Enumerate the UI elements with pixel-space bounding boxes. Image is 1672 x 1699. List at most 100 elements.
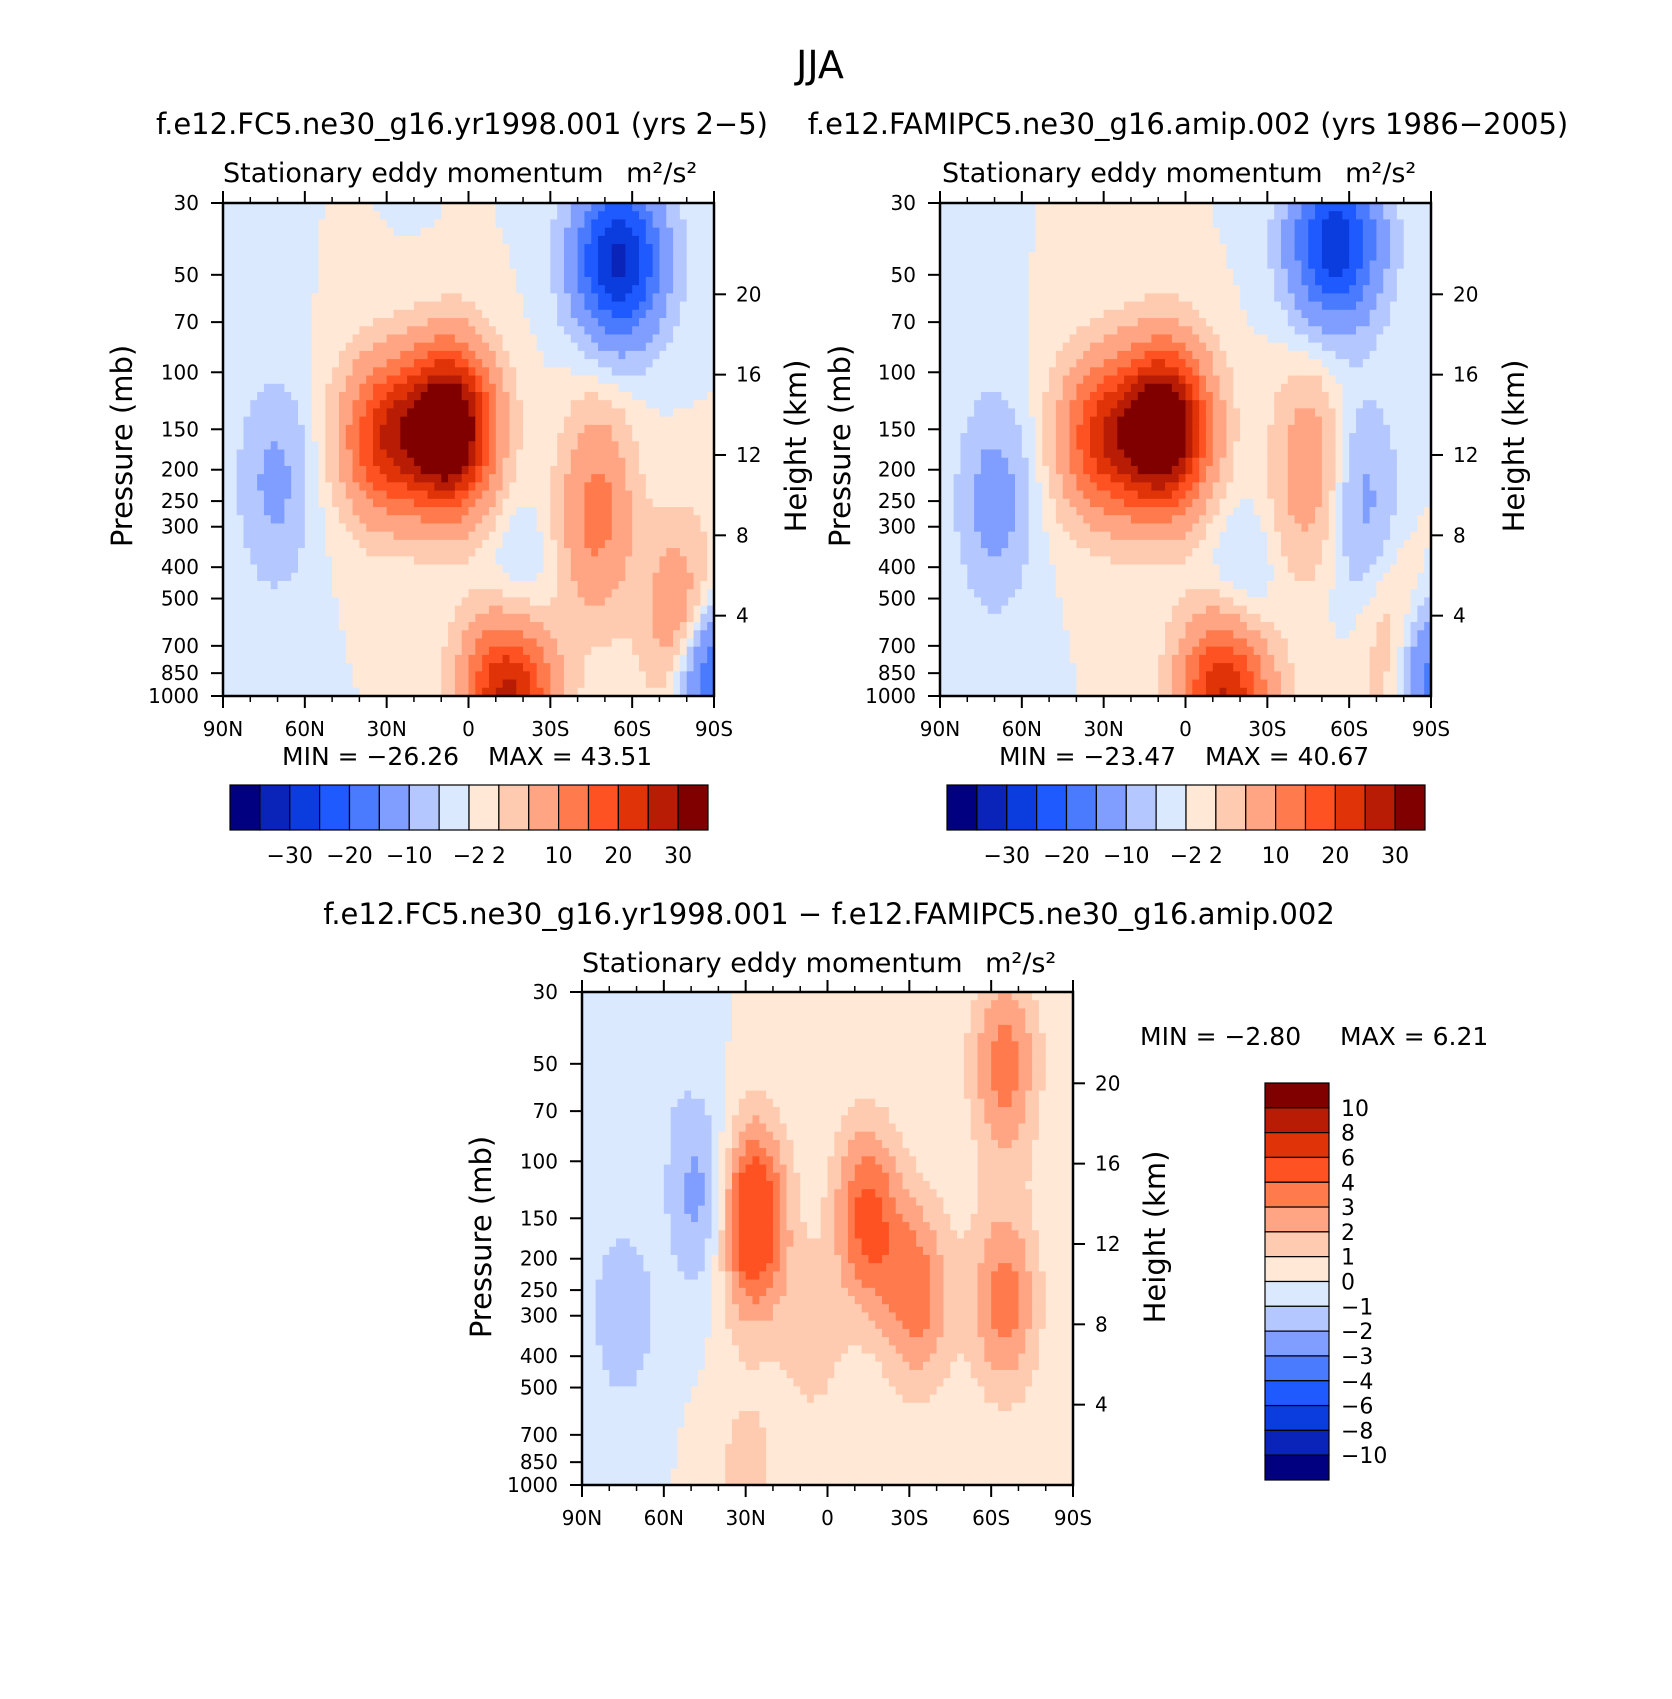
field-cell <box>291 408 299 418</box>
field-cell <box>591 276 599 286</box>
field-cell <box>482 359 490 368</box>
field-cell <box>454 564 463 574</box>
field-cell <box>1315 227 1323 237</box>
field-cell <box>495 515 504 525</box>
field-cell <box>400 424 408 434</box>
field-cell <box>686 408 695 418</box>
field-cell <box>598 622 606 631</box>
field-cell <box>693 424 701 434</box>
field-cell <box>461 597 470 607</box>
field-cell <box>386 342 395 352</box>
field-cell <box>591 309 599 319</box>
field-cell <box>311 301 320 311</box>
field-cell <box>577 293 586 303</box>
field-cell <box>584 235 592 245</box>
field-cell <box>427 342 435 352</box>
field-cell <box>345 613 354 623</box>
field-cell <box>1328 252 1337 262</box>
field-cell <box>482 474 490 483</box>
field-cell <box>379 663 388 672</box>
field-cell <box>666 630 674 640</box>
field-cell <box>400 301 408 311</box>
field-cell <box>482 498 490 508</box>
field-cell <box>468 301 476 311</box>
field-cell <box>427 671 435 681</box>
field-cell <box>509 605 517 615</box>
field-cell <box>229 252 238 262</box>
field-cell <box>666 367 674 377</box>
field-cell <box>427 638 435 648</box>
field-cell <box>974 227 982 237</box>
field-cell <box>332 244 340 253</box>
field-cell <box>345 408 354 418</box>
field-cell <box>516 383 524 393</box>
field-cell <box>1219 211 1228 221</box>
field-cell <box>611 235 620 245</box>
field-cell <box>666 679 674 689</box>
field-cell <box>659 687 667 697</box>
field-cell <box>516 671 524 681</box>
field-cell <box>379 276 388 286</box>
field-cell <box>707 523 715 533</box>
field-cell <box>311 424 320 434</box>
field-cell <box>604 235 613 245</box>
field-cell <box>686 433 695 442</box>
field-cell <box>488 687 497 697</box>
field-cell <box>393 227 401 237</box>
field-cell <box>679 539 688 549</box>
field-cell <box>550 293 558 303</box>
field-cell <box>243 663 251 672</box>
field-cell <box>693 350 701 360</box>
field-cell <box>359 203 367 212</box>
field-cell <box>1049 219 1057 229</box>
field-cell <box>509 474 517 483</box>
field-cell <box>379 367 388 377</box>
field-cell <box>1390 235 1398 245</box>
field-cell <box>482 687 490 697</box>
field-cell <box>1151 235 1159 245</box>
field-cell <box>1328 219 1337 229</box>
field-cell <box>468 252 476 262</box>
field-cell <box>693 531 701 541</box>
field-cell <box>604 507 613 516</box>
field-cell <box>318 523 326 533</box>
field-cell <box>379 227 388 237</box>
field-cell <box>338 276 347 286</box>
field-cell <box>291 260 299 270</box>
field-cell <box>243 252 251 262</box>
field-cell <box>686 449 695 459</box>
field-cell <box>338 613 347 623</box>
field-cell <box>577 367 586 377</box>
field-cell <box>645 342 654 352</box>
field-cell <box>577 416 586 426</box>
field-cell <box>584 679 592 689</box>
field-cell <box>1267 252 1275 262</box>
field-cell <box>611 359 620 368</box>
field-cell <box>352 613 360 623</box>
field-cell <box>250 548 258 557</box>
field-cell <box>359 219 367 229</box>
field-cell <box>645 465 654 475</box>
field-cell <box>373 498 381 508</box>
field-cell <box>604 572 613 582</box>
field-cell <box>407 244 415 253</box>
field-cell <box>223 441 231 451</box>
field-cell <box>523 342 531 352</box>
field-cell <box>598 285 606 294</box>
field-cell <box>407 523 415 533</box>
field-cell <box>311 605 320 615</box>
field-cell <box>298 326 306 336</box>
field-cell <box>393 400 401 410</box>
field-cell <box>236 654 245 664</box>
field-cell <box>598 244 606 253</box>
field-cell <box>482 539 490 549</box>
field-cell <box>563 424 572 434</box>
field-cell <box>468 465 476 475</box>
field-cell <box>407 227 415 237</box>
field-cell <box>441 326 449 336</box>
field-cell <box>257 244 265 253</box>
field-cell <box>652 400 661 410</box>
field-cell <box>591 408 599 418</box>
field-cell <box>693 285 701 294</box>
field-cell <box>420 449 429 459</box>
